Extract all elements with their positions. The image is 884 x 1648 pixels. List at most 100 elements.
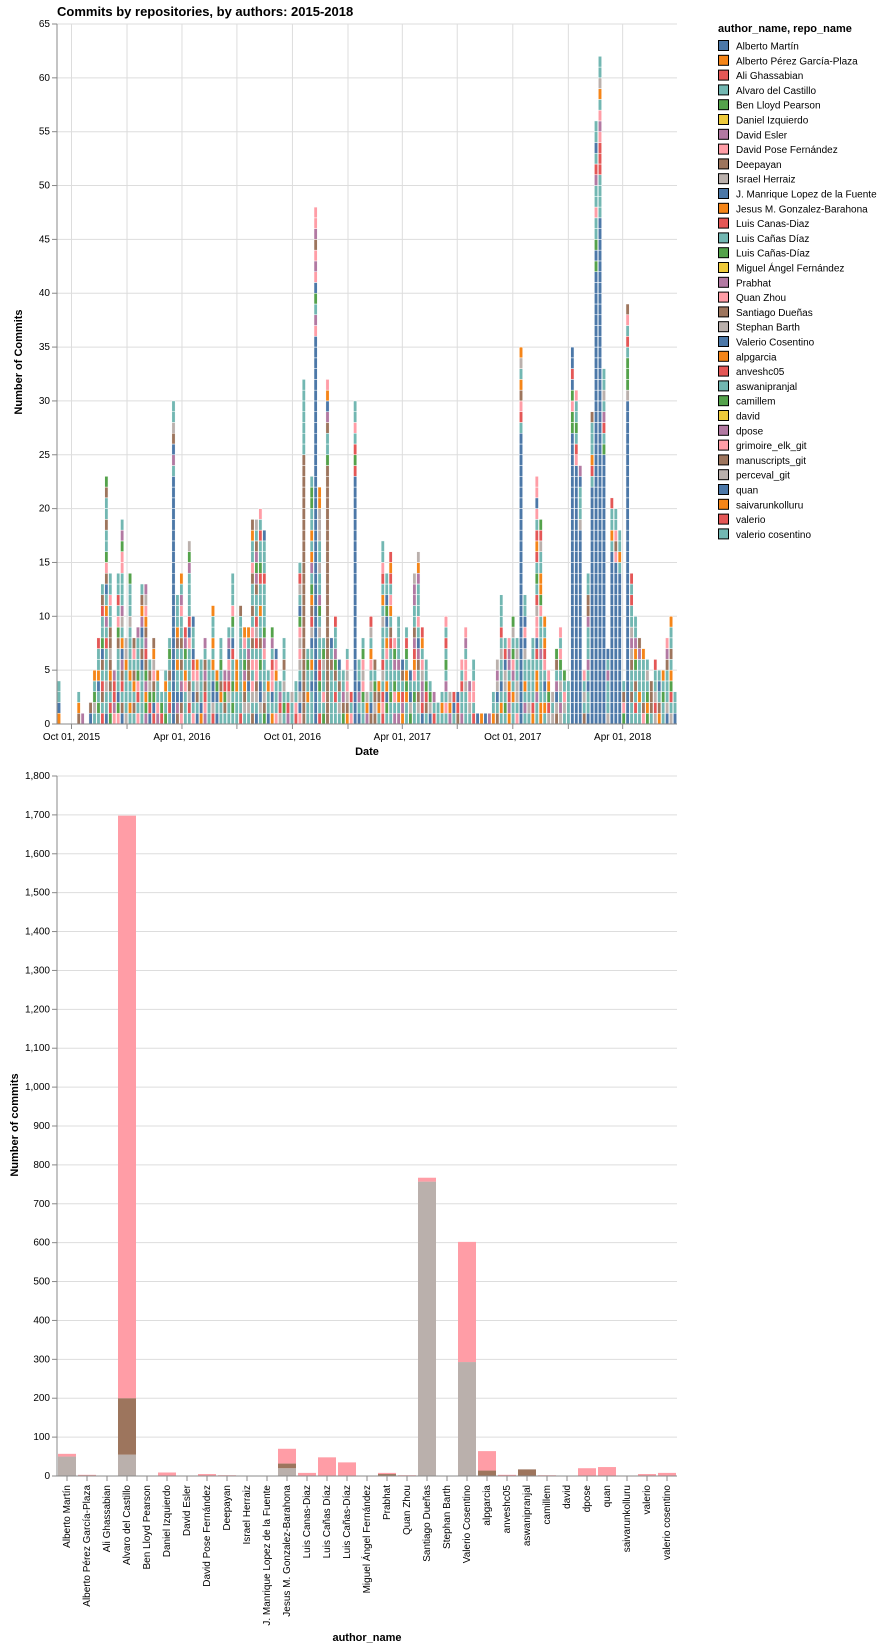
timeline-bar-segment bbox=[400, 691, 405, 703]
timeline-bar-segment bbox=[329, 691, 334, 703]
timeline-bar-segment bbox=[309, 497, 314, 509]
timeline-bar-segment bbox=[187, 626, 192, 639]
timeline-bar-segment bbox=[242, 648, 247, 660]
timeline-bar-segment bbox=[317, 691, 322, 703]
timeline-bar-segment bbox=[187, 669, 192, 682]
legend-swatch bbox=[718, 158, 729, 170]
timeline-bar-segment bbox=[594, 174, 598, 186]
timeline-bar-segment bbox=[598, 66, 602, 79]
timeline-bar-segment bbox=[602, 454, 606, 466]
timeline-bar-segment bbox=[100, 583, 105, 596]
timeline-bar-segment bbox=[408, 691, 413, 703]
timeline-bar-segment bbox=[218, 691, 223, 703]
timeline-bar-segment bbox=[353, 519, 358, 531]
timeline-bar-segment bbox=[234, 691, 239, 703]
timeline-bar-segment bbox=[578, 594, 583, 606]
timeline-bar-segment bbox=[503, 691, 508, 703]
timeline-bar-segment bbox=[297, 659, 302, 671]
timeline-bar-segment bbox=[590, 551, 595, 563]
x-tick-label: saivarunkolluru bbox=[622, 1485, 633, 1552]
timeline-bar-segment bbox=[511, 626, 516, 639]
timeline-bar-segment bbox=[602, 712, 606, 725]
timeline-bar-segment bbox=[542, 691, 547, 703]
timeline-bar-segment bbox=[226, 712, 231, 725]
timeline-bar-segment bbox=[487, 712, 492, 725]
timeline-bar-segment bbox=[519, 400, 523, 412]
timeline-bar-segment bbox=[388, 637, 393, 649]
timeline-bar-segment bbox=[661, 702, 666, 714]
timeline-bar-segment bbox=[625, 583, 630, 596]
timeline-bar-segment bbox=[337, 712, 342, 725]
timeline-bar-segment bbox=[369, 702, 373, 714]
legend-swatch bbox=[718, 424, 729, 436]
timeline-bar-segment bbox=[538, 680, 543, 692]
timeline-bar-segment bbox=[602, 551, 606, 563]
timeline-bar-segment bbox=[412, 691, 417, 703]
timeline-bar-segment bbox=[301, 400, 306, 412]
x-tick-label: J. Manrique Lopez de la Fuente bbox=[262, 1485, 273, 1626]
timeline-bar-segment bbox=[313, 594, 318, 606]
x-tick-label: dpose bbox=[582, 1485, 593, 1513]
timeline-bar-segment bbox=[404, 637, 409, 649]
timeline-bar-segment bbox=[657, 680, 662, 692]
legend-label: dpose bbox=[736, 426, 764, 437]
timeline-bar-segment bbox=[503, 669, 508, 682]
timeline-bar-segment bbox=[570, 659, 575, 671]
timeline-bar-segment bbox=[534, 529, 539, 542]
timeline-bar-segment bbox=[246, 648, 251, 660]
timeline-bar-segment bbox=[151, 702, 156, 714]
timeline-bar-segment bbox=[120, 583, 125, 596]
timeline-bar-segment bbox=[633, 648, 638, 660]
timeline-bar-segment bbox=[76, 712, 81, 725]
timeline-bar-segment bbox=[325, 626, 330, 639]
timeline-bar-segment bbox=[341, 712, 346, 725]
timeline-bar-segment bbox=[467, 712, 472, 725]
timeline-bar-segment bbox=[365, 712, 369, 725]
timeline-bar-segment bbox=[333, 680, 338, 692]
timeline-bar-segment bbox=[104, 572, 109, 585]
timeline-bar-segment bbox=[629, 583, 634, 596]
timeline-bar-segment bbox=[313, 465, 318, 477]
timeline-bar-segment bbox=[309, 616, 314, 628]
legend-swatch bbox=[718, 454, 729, 466]
timeline-bar-segment bbox=[175, 691, 180, 703]
timeline-bar-segment bbox=[625, 626, 630, 639]
timeline-bar-segment bbox=[455, 712, 460, 725]
legend-label: Ali Ghassabian bbox=[736, 71, 803, 82]
timeline-bar-segment bbox=[530, 659, 535, 671]
timeline-bar-segment bbox=[538, 637, 543, 649]
timeline-bar-segment bbox=[617, 626, 622, 639]
timeline-bar-segment bbox=[218, 702, 223, 714]
timeline-bar-segment bbox=[325, 465, 330, 477]
timeline-bar-segment bbox=[163, 669, 168, 682]
timeline-bar-segment bbox=[416, 572, 421, 585]
timeline-bar-segment bbox=[274, 680, 279, 692]
timeline-bar-segment bbox=[258, 572, 263, 585]
timeline-bar-segment bbox=[195, 712, 200, 725]
timeline-bar-segment bbox=[293, 702, 298, 714]
timeline-bar-segment bbox=[325, 389, 330, 402]
timeline-bar-segment bbox=[633, 637, 638, 649]
timeline-bar-segment bbox=[609, 691, 614, 703]
timeline-bar-segment bbox=[171, 411, 176, 423]
timeline-bar-segment bbox=[361, 648, 365, 660]
timeline-bar-segment bbox=[594, 616, 598, 628]
timeline-bar-segment bbox=[515, 712, 519, 725]
timeline-bar-segment bbox=[353, 691, 358, 703]
legend-swatch bbox=[718, 217, 729, 229]
timeline-bar-segment bbox=[590, 508, 595, 520]
x-tick-label: David Esler bbox=[182, 1484, 193, 1536]
timeline-bar-segment bbox=[301, 637, 306, 649]
timeline-bar-segment bbox=[613, 562, 618, 574]
timeline-bar-segment bbox=[230, 680, 235, 692]
timeline-bar-segment bbox=[523, 702, 527, 714]
timeline-bar-segment bbox=[598, 680, 602, 692]
timeline-bar-segment bbox=[467, 691, 472, 703]
timeline-bar-segment bbox=[578, 648, 583, 660]
timeline-bar-segment bbox=[645, 702, 650, 714]
timeline-bar-segment bbox=[211, 691, 215, 703]
timeline-bar-segment bbox=[523, 659, 527, 671]
timeline-bar-segment bbox=[325, 648, 330, 660]
timeline-bar-segment bbox=[621, 712, 626, 725]
timeline-bar-segment bbox=[598, 583, 602, 596]
